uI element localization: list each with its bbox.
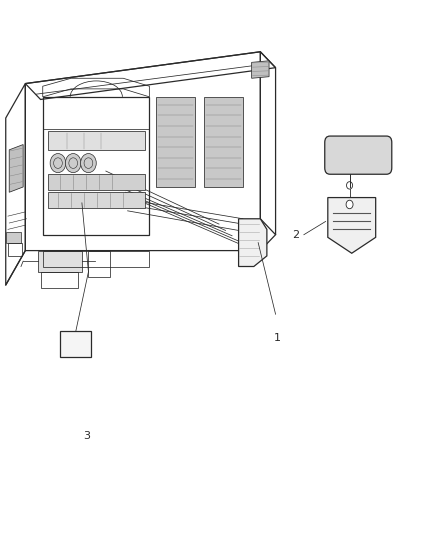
Polygon shape xyxy=(156,97,195,187)
Text: 3: 3 xyxy=(83,431,90,441)
Polygon shape xyxy=(9,144,23,192)
Circle shape xyxy=(50,154,66,173)
Text: 1: 1 xyxy=(273,333,280,343)
Bar xyxy=(60,331,92,357)
Polygon shape xyxy=(48,174,145,190)
Polygon shape xyxy=(239,219,267,266)
Polygon shape xyxy=(48,192,145,208)
Circle shape xyxy=(81,154,96,173)
Text: 2: 2 xyxy=(293,230,300,240)
Polygon shape xyxy=(204,97,243,187)
Circle shape xyxy=(346,200,353,209)
FancyBboxPatch shape xyxy=(325,136,392,174)
Polygon shape xyxy=(48,131,145,150)
Polygon shape xyxy=(328,198,376,253)
Polygon shape xyxy=(252,61,269,78)
Polygon shape xyxy=(39,251,82,272)
Circle shape xyxy=(65,154,81,173)
Polygon shape xyxy=(6,232,21,243)
